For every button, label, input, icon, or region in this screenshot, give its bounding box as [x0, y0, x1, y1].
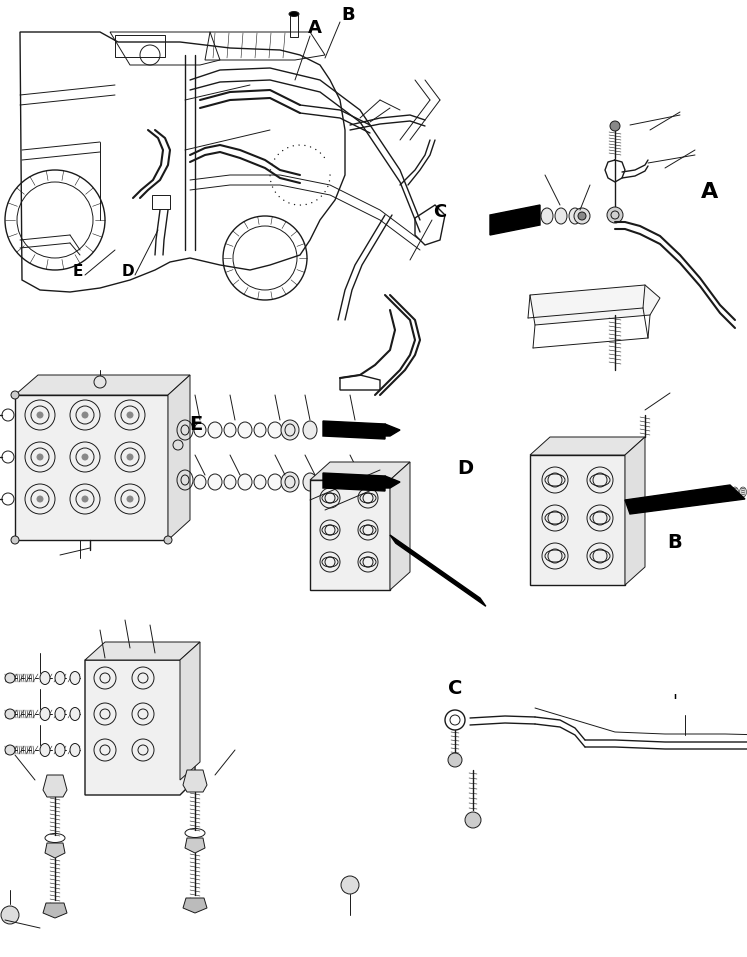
- Text: C: C: [447, 679, 462, 698]
- Polygon shape: [15, 375, 190, 395]
- Polygon shape: [183, 770, 207, 792]
- Polygon shape: [310, 480, 390, 590]
- Ellipse shape: [208, 422, 222, 438]
- Circle shape: [448, 753, 462, 767]
- Circle shape: [5, 745, 15, 755]
- Ellipse shape: [40, 672, 50, 684]
- Polygon shape: [43, 903, 67, 918]
- Polygon shape: [390, 535, 486, 607]
- Polygon shape: [323, 421, 385, 439]
- Polygon shape: [323, 473, 385, 491]
- Polygon shape: [390, 462, 410, 590]
- Text: C: C: [433, 203, 447, 221]
- Ellipse shape: [194, 475, 206, 489]
- Circle shape: [610, 121, 620, 131]
- Circle shape: [11, 536, 19, 544]
- Text: A: A: [308, 19, 322, 37]
- Circle shape: [578, 212, 586, 220]
- Text: B: B: [668, 532, 682, 551]
- Circle shape: [37, 412, 43, 418]
- Ellipse shape: [40, 707, 50, 721]
- Polygon shape: [180, 642, 200, 780]
- Circle shape: [127, 412, 133, 418]
- Ellipse shape: [238, 474, 252, 490]
- Ellipse shape: [70, 672, 80, 684]
- Ellipse shape: [208, 474, 222, 490]
- Circle shape: [37, 454, 43, 460]
- Ellipse shape: [70, 707, 80, 721]
- Circle shape: [82, 496, 88, 502]
- Ellipse shape: [268, 422, 282, 438]
- Ellipse shape: [55, 707, 65, 721]
- Ellipse shape: [289, 11, 299, 16]
- Ellipse shape: [224, 423, 236, 437]
- Polygon shape: [168, 375, 190, 540]
- Circle shape: [1, 906, 19, 924]
- Polygon shape: [530, 437, 645, 455]
- Polygon shape: [43, 775, 67, 797]
- Polygon shape: [530, 455, 625, 585]
- Polygon shape: [310, 462, 410, 480]
- Polygon shape: [490, 205, 540, 235]
- Ellipse shape: [569, 208, 581, 224]
- Polygon shape: [385, 424, 400, 436]
- Ellipse shape: [194, 423, 206, 437]
- Ellipse shape: [541, 208, 553, 224]
- Ellipse shape: [238, 422, 252, 438]
- Circle shape: [127, 454, 133, 460]
- Polygon shape: [183, 898, 207, 913]
- Circle shape: [574, 208, 590, 224]
- Ellipse shape: [731, 487, 739, 497]
- Ellipse shape: [224, 475, 236, 489]
- Ellipse shape: [268, 474, 282, 490]
- Ellipse shape: [303, 421, 317, 439]
- Ellipse shape: [70, 744, 80, 756]
- Polygon shape: [385, 476, 400, 488]
- Ellipse shape: [303, 473, 317, 491]
- Bar: [152, 195, 170, 209]
- Ellipse shape: [281, 472, 299, 492]
- Polygon shape: [45, 843, 65, 858]
- Circle shape: [5, 673, 15, 683]
- Ellipse shape: [555, 208, 567, 224]
- Text: D: D: [122, 264, 134, 279]
- Ellipse shape: [254, 423, 266, 437]
- Circle shape: [341, 876, 359, 894]
- Polygon shape: [625, 485, 745, 514]
- Text: ': ': [672, 693, 678, 711]
- Bar: [115, 35, 165, 57]
- Circle shape: [465, 812, 481, 828]
- Ellipse shape: [740, 487, 746, 497]
- Circle shape: [127, 496, 133, 502]
- Ellipse shape: [254, 475, 266, 489]
- Polygon shape: [85, 642, 200, 660]
- Circle shape: [11, 391, 19, 399]
- Polygon shape: [530, 285, 660, 325]
- Ellipse shape: [55, 744, 65, 756]
- Text: D: D: [457, 458, 473, 478]
- Ellipse shape: [281, 420, 299, 440]
- Circle shape: [5, 709, 15, 719]
- Circle shape: [37, 496, 43, 502]
- Circle shape: [82, 454, 88, 460]
- Circle shape: [82, 412, 88, 418]
- Text: E: E: [72, 264, 83, 279]
- Polygon shape: [185, 838, 205, 853]
- Polygon shape: [15, 395, 168, 540]
- Text: B: B: [341, 6, 355, 24]
- Ellipse shape: [40, 744, 50, 756]
- Circle shape: [607, 207, 623, 223]
- Ellipse shape: [55, 672, 65, 684]
- Polygon shape: [85, 660, 195, 795]
- Bar: [290, 15, 298, 37]
- Text: E: E: [190, 415, 202, 434]
- Text: A: A: [701, 182, 719, 202]
- Circle shape: [164, 536, 172, 544]
- Polygon shape: [625, 437, 645, 585]
